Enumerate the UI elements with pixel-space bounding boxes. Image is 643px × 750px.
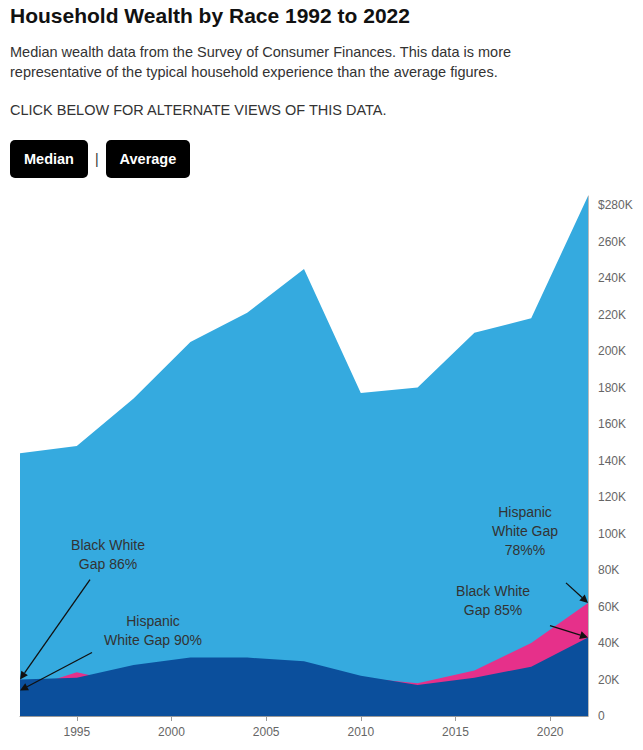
svg-text:260K: 260K <box>598 235 626 249</box>
svg-text:$280K: $280K <box>598 198 633 212</box>
svg-text:80K: 80K <box>598 563 619 577</box>
svg-text:Black White: Black White <box>71 537 145 553</box>
html-text:CLICK BELOW FOR ALTERNATE VIEW: CLICK BELOW FOR ALTERNATE VIEWS OF THIS … <box>10 102 387 118</box>
svg-text:0: 0 <box>598 709 605 723</box>
svg-text:Hispanic: Hispanic <box>126 613 180 629</box>
svg-text:60K: 60K <box>598 600 619 614</box>
svg-text:2010: 2010 <box>347 725 374 739</box>
svg-text:100K: 100K <box>598 527 626 541</box>
svg-text:2005: 2005 <box>253 725 280 739</box>
svg-text:2015: 2015 <box>442 725 469 739</box>
svg-text:2000: 2000 <box>158 725 185 739</box>
svg-text:20K: 20K <box>598 673 619 687</box>
svg-text:120K: 120K <box>598 490 626 504</box>
svg-text:1995: 1995 <box>63 725 90 739</box>
svg-text:White Gap 90%: White Gap 90% <box>104 632 202 648</box>
html-text:Average: Average <box>119 151 177 167</box>
html-text:Household Wealth by Race 1992: Household Wealth by Race 1992 to 2022 <box>10 4 410 27</box>
svg-text:Black White: Black White <box>456 583 530 599</box>
svg-text:Hispanic: Hispanic <box>498 504 552 520</box>
html-text:Median: Median <box>24 151 74 167</box>
svg-text:Gap 86%: Gap 86% <box>79 556 137 572</box>
svg-text:240K: 240K <box>598 271 626 285</box>
svg-text:2020: 2020 <box>537 725 564 739</box>
svg-text:Gap 85%: Gap 85% <box>464 602 522 618</box>
svg-text:40K: 40K <box>598 636 619 650</box>
html-text:Median wealth data from the Su: Median wealth data from the Survey of Co… <box>10 44 511 80</box>
svg-text:78%%: 78%% <box>505 542 545 558</box>
svg-text:200K: 200K <box>598 344 626 358</box>
svg-text:180K: 180K <box>598 381 626 395</box>
svg-text:White Gap: White Gap <box>492 523 558 539</box>
svg-text:220K: 220K <box>598 308 626 322</box>
svg-text:160K: 160K <box>598 417 626 431</box>
svg-text:140K: 140K <box>598 454 626 468</box>
